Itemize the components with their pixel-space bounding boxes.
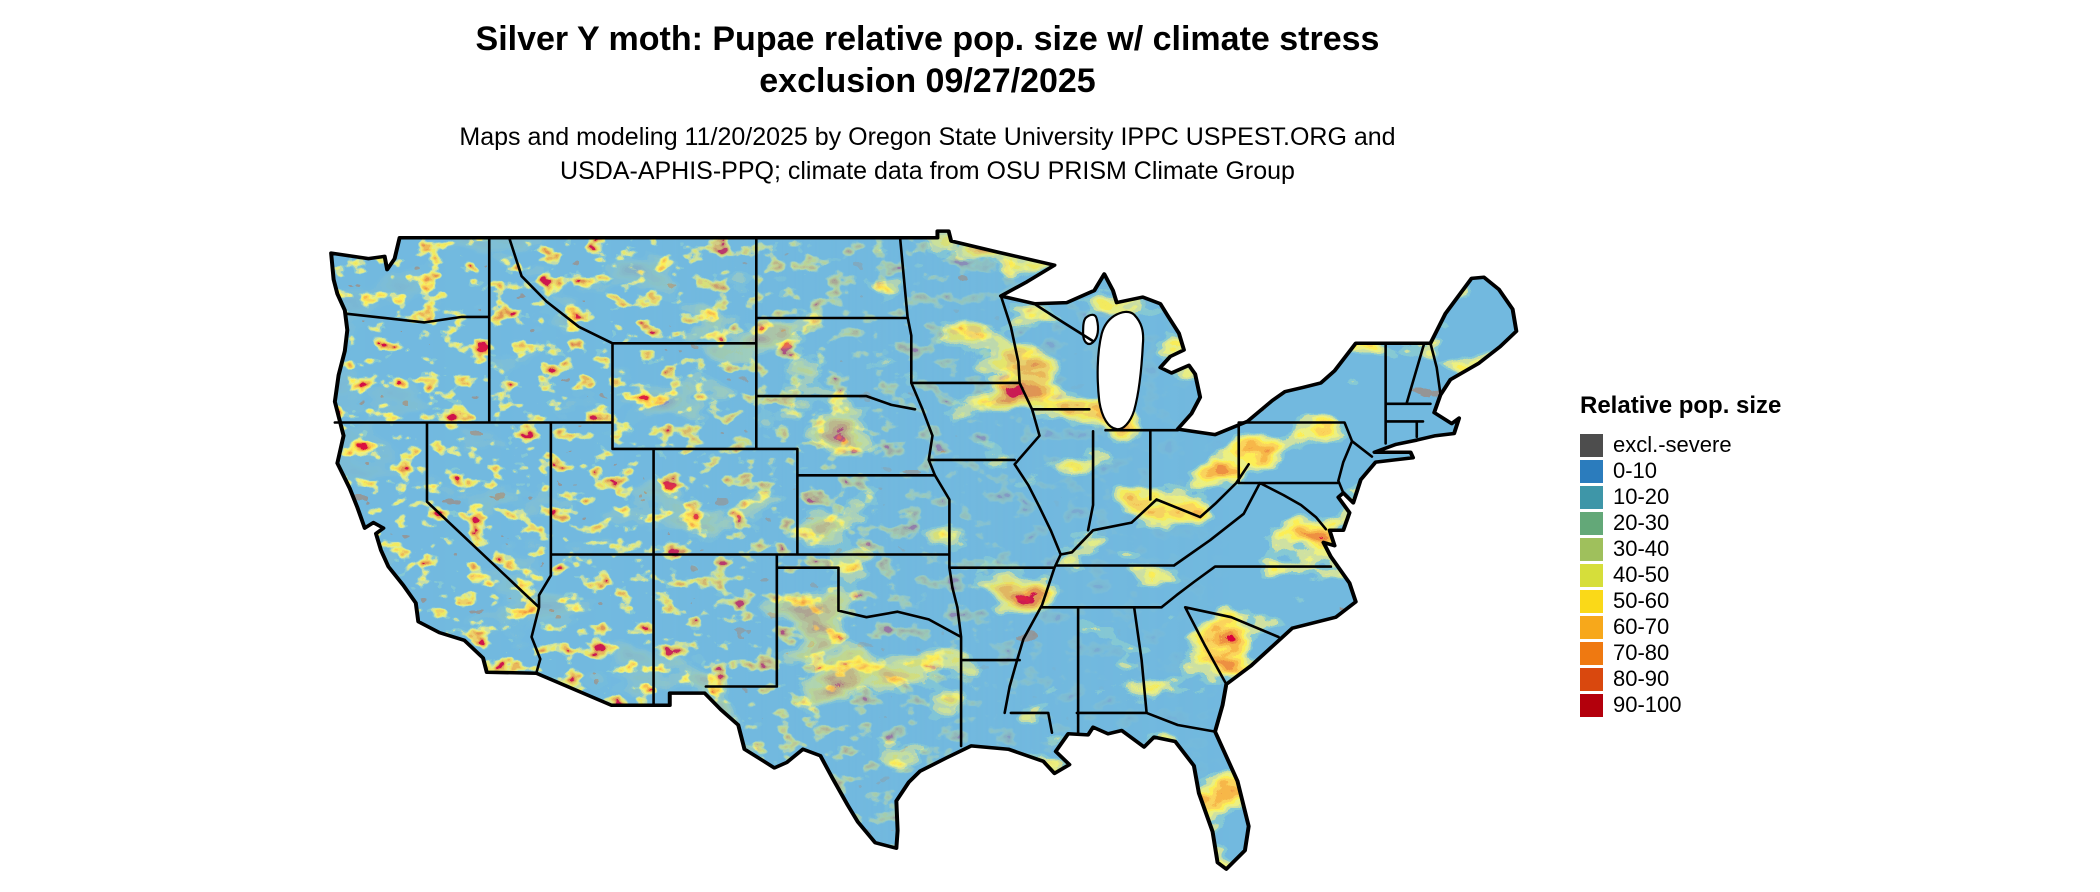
legend-swatch <box>1580 589 1603 613</box>
figure-subtitle-line-1: Maps and modeling 11/20/2025 by Oregon S… <box>459 123 1396 151</box>
legend-item: 70-80 <box>1580 640 1781 666</box>
legend-item-label: 0-10 <box>1613 458 1658 483</box>
legend-item: 40-50 <box>1580 562 1781 588</box>
legend-item-label: 70-80 <box>1613 640 1670 665</box>
legend-swatch <box>1580 693 1603 717</box>
us-map <box>300 208 1545 890</box>
legend-item-label: 60-70 <box>1613 614 1670 639</box>
legend-item: 10-20 <box>1580 484 1781 510</box>
legend-item: 80-90 <box>1580 666 1781 692</box>
legend-item: 0-10 <box>1580 458 1781 484</box>
state-border-lines <box>335 238 1441 746</box>
raster-fine-west-layer <box>331 231 1517 870</box>
legend-item-label: 30-40 <box>1613 536 1670 561</box>
legend-swatch <box>1580 563 1603 587</box>
legend-item: 90-100 <box>1580 692 1781 718</box>
legend-item-label: 10-20 <box>1613 484 1670 509</box>
us-map-svg <box>329 229 1519 872</box>
population-raster <box>331 231 1517 870</box>
legend-swatch <box>1580 433 1603 457</box>
legend-swatch <box>1580 615 1603 639</box>
legend: Relative pop. size excl.-severe 0-10 10-20… <box>1580 392 1781 718</box>
legend-item-label: excl.-severe <box>1613 432 1732 457</box>
figure-title-line-1: Silver Y moth: Pupae relative pop. size … <box>475 20 1380 58</box>
legend-items: excl.-severe 0-10 10-20 20-30 30-40 40-50 50-6… <box>1580 432 1781 718</box>
legend-swatch <box>1580 511 1603 535</box>
figure-title-line-2: exclusion 09/27/2025 <box>759 62 1096 100</box>
figure-subtitle: Maps and modeling 11/20/2025 by Oregon S… <box>300 120 1555 188</box>
legend-swatch <box>1580 641 1603 665</box>
figure-header: Silver Y moth: Pupae relative pop. size … <box>300 18 1555 188</box>
legend-item: 60-70 <box>1580 614 1781 640</box>
legend-item-label: 90-100 <box>1613 692 1682 717</box>
legend-item-label: 80-90 <box>1613 666 1670 691</box>
lake-michigan <box>1098 312 1144 429</box>
great-lakes <box>1083 312 1143 429</box>
legend-item: 20-30 <box>1580 510 1781 536</box>
figure-subtitle-line-2: USDA-APHIS-PPQ; climate data from OSU PR… <box>560 157 1295 185</box>
legend-item-label: 50-60 <box>1613 588 1670 613</box>
legend-item: 50-60 <box>1580 588 1781 614</box>
legend-swatch <box>1580 459 1603 483</box>
state-borders <box>335 238 1441 746</box>
legend-title: Relative pop. size <box>1580 392 1782 419</box>
legend-swatch <box>1580 485 1603 509</box>
legend-item: 30-40 <box>1580 536 1781 562</box>
legend-swatch <box>1580 667 1603 691</box>
legend-item-label: 20-30 <box>1613 510 1670 535</box>
legend-swatch <box>1580 537 1603 561</box>
legend-item-label: 40-50 <box>1613 562 1670 587</box>
legend-item: excl.-severe <box>1580 432 1781 458</box>
